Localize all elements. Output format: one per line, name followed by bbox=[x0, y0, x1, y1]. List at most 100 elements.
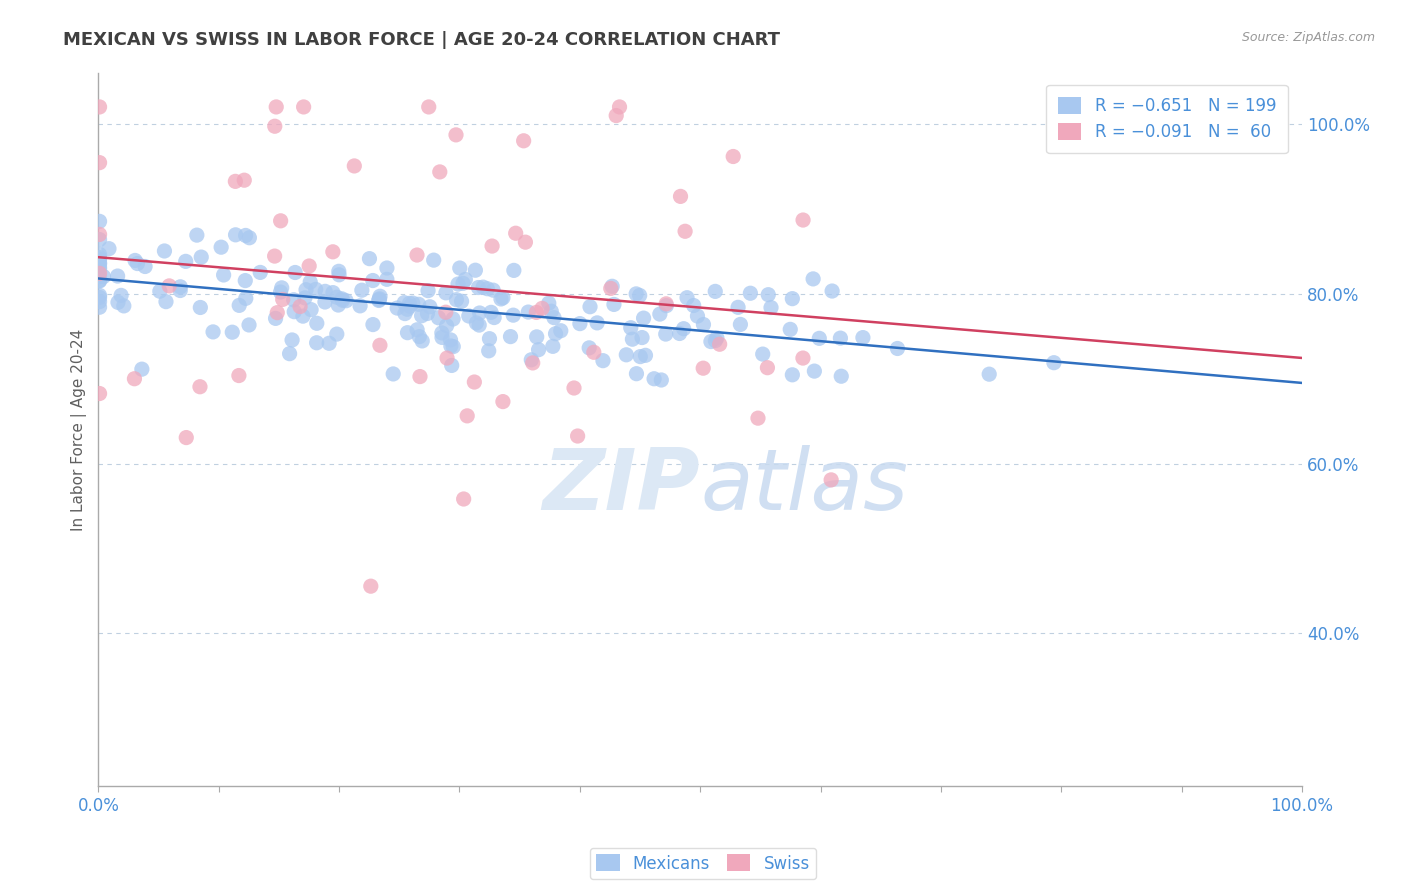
Point bbox=[472, 280, 495, 294]
Point bbox=[322, 285, 344, 300]
Point bbox=[614, 348, 637, 362]
Point bbox=[169, 280, 191, 294]
Point bbox=[427, 310, 450, 325]
Point bbox=[643, 372, 665, 386]
Point bbox=[399, 299, 422, 313]
Point bbox=[98, 242, 121, 256]
Point bbox=[672, 322, 695, 336]
Point bbox=[367, 293, 389, 308]
Point bbox=[422, 253, 444, 268]
Point bbox=[544, 326, 567, 341]
Point bbox=[756, 360, 779, 375]
Point bbox=[704, 285, 727, 299]
Text: Source: ZipAtlas.com: Source: ZipAtlas.com bbox=[1241, 31, 1375, 45]
Point bbox=[409, 369, 432, 384]
Point bbox=[456, 409, 478, 423]
Point bbox=[482, 283, 505, 297]
Point bbox=[441, 312, 464, 326]
Point bbox=[440, 339, 463, 353]
Point bbox=[408, 297, 430, 311]
Point bbox=[626, 367, 648, 381]
Point bbox=[447, 277, 470, 291]
Point bbox=[411, 309, 433, 323]
Point bbox=[326, 290, 349, 304]
Point bbox=[343, 159, 366, 173]
Point bbox=[721, 149, 744, 163]
Point bbox=[673, 224, 696, 238]
Point bbox=[249, 265, 271, 279]
Point bbox=[467, 280, 489, 294]
Point bbox=[792, 213, 814, 227]
Point bbox=[463, 375, 485, 389]
Point bbox=[295, 283, 318, 297]
Point bbox=[263, 249, 285, 263]
Point bbox=[567, 429, 589, 443]
Point bbox=[89, 257, 111, 271]
Point bbox=[526, 330, 548, 344]
Point bbox=[134, 260, 156, 274]
Point bbox=[228, 298, 250, 312]
Point bbox=[291, 309, 314, 323]
Point bbox=[299, 302, 322, 317]
Point bbox=[740, 286, 762, 301]
Point bbox=[655, 327, 678, 342]
Point bbox=[648, 307, 671, 321]
Point bbox=[515, 235, 537, 249]
Point bbox=[730, 318, 752, 332]
Point bbox=[655, 297, 678, 311]
Point bbox=[492, 291, 515, 305]
Point bbox=[434, 305, 457, 319]
Point bbox=[454, 272, 477, 286]
Point bbox=[436, 318, 458, 333]
Point bbox=[540, 304, 562, 318]
Point bbox=[446, 293, 468, 307]
Point bbox=[292, 100, 315, 114]
Point bbox=[298, 259, 321, 273]
Point bbox=[759, 301, 782, 315]
Point bbox=[89, 256, 111, 270]
Point bbox=[107, 295, 129, 310]
Point bbox=[578, 341, 600, 355]
Point bbox=[801, 272, 824, 286]
Point bbox=[283, 293, 305, 307]
Point bbox=[599, 281, 621, 295]
Point bbox=[221, 325, 243, 339]
Point bbox=[579, 300, 602, 314]
Point bbox=[820, 473, 842, 487]
Point bbox=[332, 293, 354, 308]
Point bbox=[169, 284, 191, 298]
Point bbox=[328, 298, 350, 312]
Point bbox=[228, 368, 250, 383]
Point bbox=[706, 331, 728, 345]
Point bbox=[335, 293, 357, 308]
Point bbox=[89, 227, 111, 242]
Point bbox=[502, 308, 524, 322]
Point bbox=[709, 337, 731, 351]
Point bbox=[499, 329, 522, 343]
Point bbox=[89, 274, 111, 288]
Point bbox=[628, 350, 651, 364]
Point bbox=[727, 301, 749, 315]
Point bbox=[406, 323, 429, 337]
Point bbox=[212, 268, 235, 282]
Point bbox=[89, 247, 111, 261]
Point bbox=[233, 173, 256, 187]
Point bbox=[89, 251, 111, 265]
Point bbox=[264, 100, 287, 114]
Point bbox=[107, 268, 129, 283]
Point bbox=[439, 333, 461, 347]
Point bbox=[468, 306, 491, 320]
Point bbox=[429, 165, 451, 179]
Point bbox=[482, 310, 505, 325]
Point bbox=[328, 268, 350, 282]
Point bbox=[283, 304, 305, 318]
Point bbox=[628, 288, 651, 302]
Point bbox=[505, 226, 527, 240]
Point bbox=[368, 289, 391, 303]
Point bbox=[605, 109, 627, 123]
Point bbox=[155, 294, 177, 309]
Point bbox=[89, 262, 111, 277]
Point bbox=[430, 326, 453, 340]
Point bbox=[830, 369, 852, 384]
Point bbox=[314, 295, 336, 310]
